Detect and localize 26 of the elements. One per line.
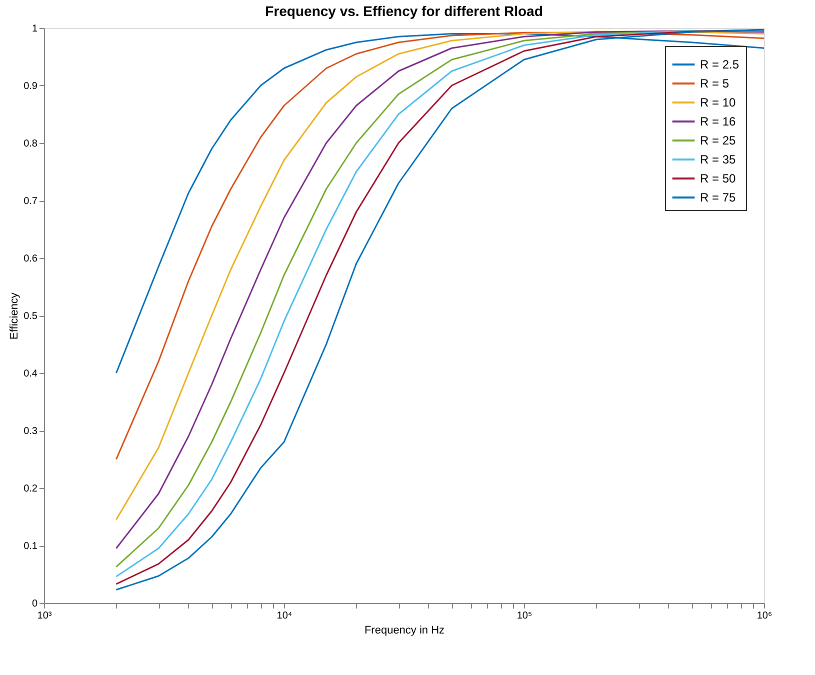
x-tick-label: 10⁴ <box>276 610 292 622</box>
x-tick-label: 10⁶ <box>756 610 772 622</box>
x-tick-label: 10⁵ <box>516 610 532 622</box>
y-tick-label: 0.9 <box>24 81 38 92</box>
y-tick-label: 0.2 <box>24 484 38 494</box>
y-tick-label: 0.6 <box>24 254 38 264</box>
legend-label: R = 50 <box>700 172 736 186</box>
y-tick-label: 0.3 <box>24 426 38 437</box>
legend-label: R = 25 <box>700 134 736 148</box>
chart-title: Frequency vs. Effiency for different Rload <box>265 3 543 19</box>
legend-label: R = 5 <box>700 76 730 90</box>
y-tick-label: 0 <box>32 598 38 610</box>
y-axis-title: Efficiency <box>8 292 21 340</box>
y-tick-label: 0.4 <box>24 368 38 380</box>
y-tick-label: 0.5 <box>24 311 38 322</box>
y-tick-label: 1 <box>32 24 38 34</box>
legend-label: R = 75 <box>700 190 736 204</box>
y-tick-label: 0.1 <box>24 541 38 552</box>
y-tick-label: 0.8 <box>24 138 38 150</box>
legend-label: R = 2.5 <box>700 58 740 72</box>
y-tick-label: 0.7 <box>24 196 38 207</box>
x-axis-title: Frequency in Hz <box>364 624 445 636</box>
x-tick-label: 10³ <box>37 610 52 622</box>
legend-label: R = 35 <box>700 152 736 166</box>
legend-label: R = 10 <box>700 96 736 110</box>
legend-label: R = 16 <box>700 114 736 128</box>
